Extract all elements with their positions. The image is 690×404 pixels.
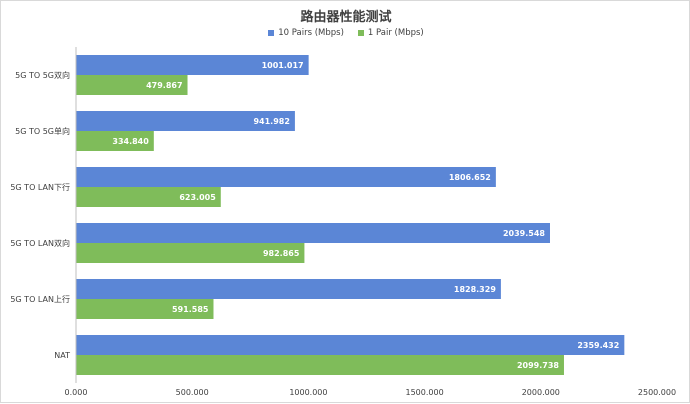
category-label: 5G TO LAN上行 [10, 294, 70, 304]
category-label: 5G TO LAN双向 [10, 238, 70, 248]
bar-1-pair [76, 75, 188, 95]
data-label: 1828.329 [454, 285, 496, 294]
x-tick-label: 2000.000 [522, 388, 560, 397]
x-tick-label: 1500.000 [406, 388, 444, 397]
data-label: 591.585 [172, 305, 209, 314]
chart-title: 路由器性能测试 [300, 10, 392, 25]
legend-item-series-2: 1 Pair (Mbps) [357, 28, 424, 38]
x-tick-label: 0.000 [65, 388, 88, 397]
bar-1-pair [76, 131, 154, 151]
x-tick-label: 1000.000 [289, 388, 327, 397]
category-label: 5G TO 5G单向 [15, 126, 70, 136]
chart-legend: 10 Pairs (Mbps) 1 Pair (Mbps) [1, 28, 690, 38]
data-label: 1001.017 [262, 61, 304, 70]
bar-1-pair [76, 355, 564, 375]
bar-10-pairs [76, 223, 550, 243]
legend-label-series-2: 1 Pair (Mbps) [367, 28, 424, 38]
bar-10-pairs [76, 55, 309, 75]
bar-10-pairs [76, 335, 625, 355]
bar-10-pairs [76, 279, 501, 299]
bar-10-pairs [76, 111, 295, 131]
data-label: 2039.548 [503, 229, 545, 238]
data-label: 1806.652 [449, 173, 491, 182]
data-label: 941.982 [253, 117, 289, 126]
data-label: 334.840 [112, 137, 149, 146]
x-tick-label: 2500.000 [638, 388, 676, 397]
data-label: 2099.738 [517, 361, 559, 370]
category-label: NAT [54, 351, 70, 360]
bar-10-pairs [76, 167, 496, 187]
legend-swatch-series-1 [268, 30, 275, 36]
bar-1-pair [76, 243, 305, 263]
bar-1-pair [76, 299, 214, 319]
data-label: 982.865 [263, 249, 300, 258]
legend-item-series-1: 10 Pairs (Mbps) [268, 28, 344, 38]
data-label: 479.867 [146, 81, 182, 90]
category-label: 5G TO LAN下行 [10, 182, 70, 192]
data-label: 623.005 [179, 193, 216, 202]
data-label: 2359.432 [577, 341, 619, 350]
category-label: 5G TO 5G双向 [15, 70, 70, 80]
legend-swatch-series-2 [357, 30, 364, 36]
bar-1-pair [76, 187, 221, 207]
legend-label-series-1: 10 Pairs (Mbps) [278, 28, 344, 38]
x-tick-label: 500.000 [176, 388, 209, 397]
